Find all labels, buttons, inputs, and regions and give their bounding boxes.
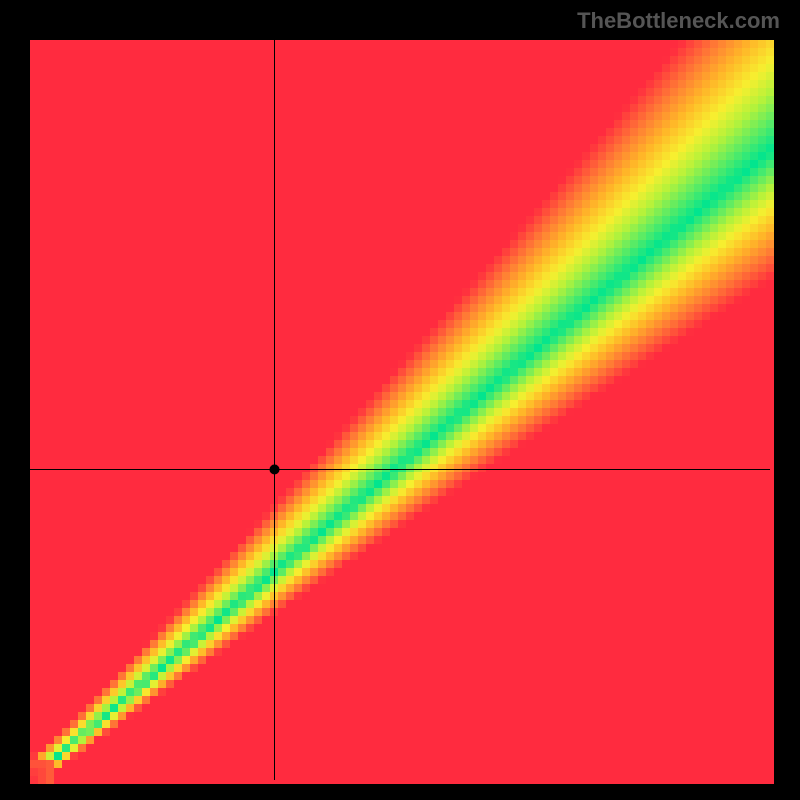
chart-container: TheBottleneck.com bbox=[0, 0, 800, 800]
bottleneck-heatmap bbox=[0, 0, 800, 800]
watermark-text: TheBottleneck.com bbox=[577, 8, 780, 34]
